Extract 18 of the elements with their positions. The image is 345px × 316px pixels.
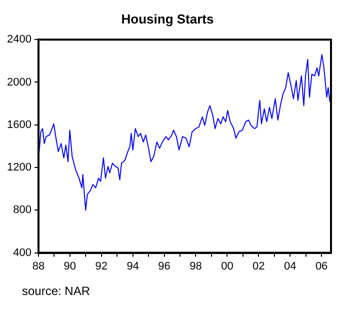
x-tick-label: 04 xyxy=(284,260,296,272)
y-tick-label: 2000 xyxy=(6,76,32,88)
y-tick-label: 1600 xyxy=(6,118,32,131)
x-tick-label: 00 xyxy=(221,260,234,272)
source-note: source: NAR xyxy=(22,284,90,298)
x-tick-label: 88 xyxy=(32,260,45,272)
x-tick-label: 06 xyxy=(315,260,328,272)
y-tick-label: 2400 xyxy=(6,34,32,46)
x-tick-label: 02 xyxy=(252,260,265,272)
x-tick-label: 96 xyxy=(158,260,170,272)
x-tick-label: 98 xyxy=(190,260,202,272)
y-tick-label: 1200 xyxy=(6,162,32,174)
x-tick-label: 92 xyxy=(95,260,108,272)
x-tick-label: 90 xyxy=(64,260,76,272)
x-tick-label: 94 xyxy=(126,260,139,272)
y-tick-label: 400 xyxy=(13,246,32,259)
chart-title: Housing Starts xyxy=(121,11,214,26)
y-tick-label: 800 xyxy=(13,204,32,216)
